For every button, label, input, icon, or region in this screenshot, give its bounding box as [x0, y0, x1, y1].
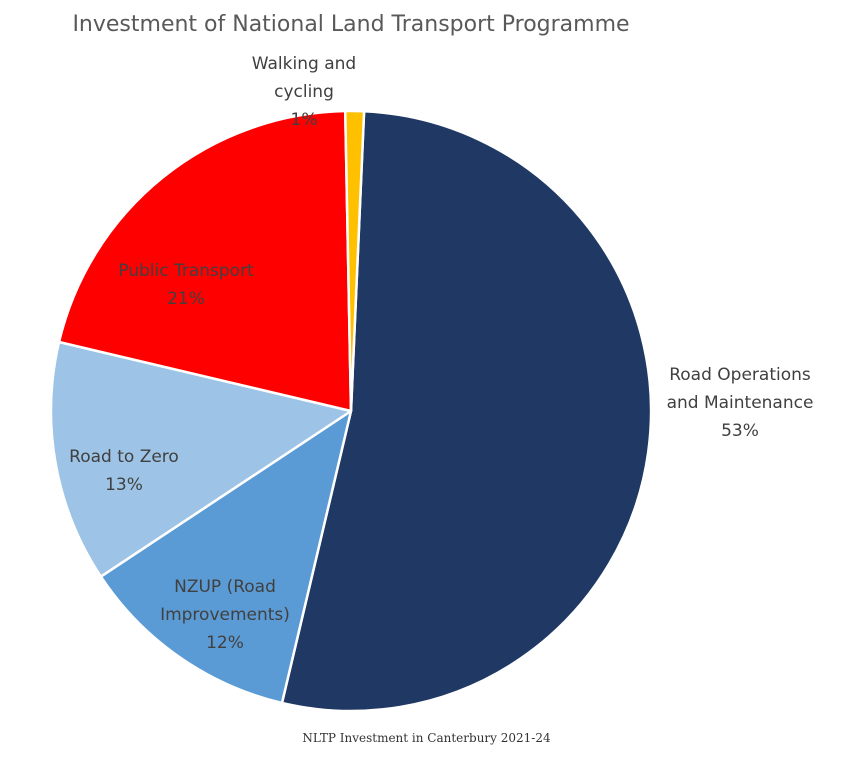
slice-label-4: Public Transport 21% — [118, 261, 254, 309]
slice-percent-label: 53% — [721, 421, 759, 441]
chart-title: Investment of National Land Transport Pr… — [72, 12, 629, 37]
slice-label-3: Road to Zero 13% — [69, 447, 179, 495]
slice-name-label: and Maintenance — [667, 393, 814, 413]
slice-label-5: Walking and cycling 1% — [252, 54, 356, 130]
pie-labels: Road Operations and Maintenance 53% NZUP (R… — [69, 54, 813, 653]
slice-name-label: Public Transport — [118, 261, 254, 281]
slice-name-label: NZUP (Road — [174, 577, 276, 597]
pie-slice-road-operations-and-maintenance — [280, 110, 653, 713]
pie-slice-nzup-road-improvements — [99, 409, 353, 705]
figure-caption: NLTP Investment in Canterbury 2021-24 — [302, 731, 551, 745]
pie-slice-public-transport — [57, 109, 353, 413]
slice-percent-label: 12% — [206, 633, 244, 653]
slice-label-2: NZUP (Road Improvements) 12% — [160, 577, 290, 653]
slice-label-1: Road Operations and Maintenance 53% — [667, 365, 814, 441]
slice-percent-label: 1% — [291, 110, 318, 130]
slice-name-label: Walking and — [252, 54, 356, 74]
pie-slice-road-to-zero — [49, 340, 353, 578]
pie-slices — [49, 109, 653, 713]
slice-name-label: Road to Zero — [69, 447, 179, 467]
slice-percent-label: 13% — [105, 475, 143, 495]
slice-name-label: Improvements) — [160, 605, 290, 625]
pie-slice-walking-and-cycling — [343, 109, 366, 413]
slice-name-label: cycling — [274, 82, 334, 102]
slice-percent-label: 21% — [167, 289, 205, 309]
slice-name-label: Road Operations — [669, 365, 811, 385]
